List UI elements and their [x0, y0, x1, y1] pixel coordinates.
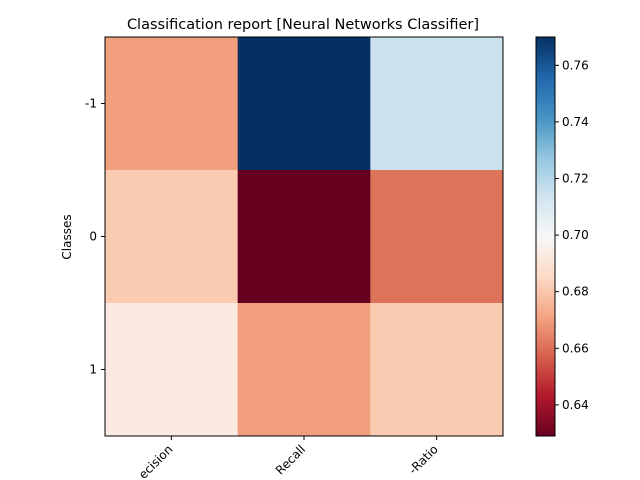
- heatmap-cell: [237, 303, 371, 437]
- colorbar-tick-label: 0.70: [562, 228, 589, 242]
- y-axis-ticks: -1 0 1: [85, 97, 105, 377]
- colorbar-tick-label: 0.74: [562, 115, 589, 129]
- y-axis-label: Classes: [60, 214, 74, 259]
- x-tick-label: -Ratio: [406, 442, 441, 477]
- x-tick-label: ecision: [136, 442, 175, 480]
- heatmap-cell: [370, 170, 504, 304]
- y-tick-label: 1: [89, 363, 97, 377]
- y-tick-label: -1: [85, 97, 97, 111]
- colorbar: [535, 36, 556, 437]
- heatmap-cell: [237, 170, 371, 304]
- colorbar-tick-label: 0.76: [562, 58, 589, 72]
- chart-title: Classification report [Neural Networks C…: [127, 17, 479, 33]
- colorbar-tick-label: 0.72: [562, 171, 589, 185]
- x-tick-label: Recall: [273, 442, 308, 477]
- colorbar-tick-label: 0.68: [562, 285, 589, 299]
- colorbar-tick-label: 0.64: [562, 398, 589, 412]
- x-axis-ticks: ecision Recall -Ratio: [136, 436, 441, 480]
- heatmap-cell: [370, 37, 504, 171]
- heatmap-cells: [105, 37, 504, 437]
- heatmap-cell: [370, 303, 504, 437]
- heatmap-cell: [105, 303, 239, 437]
- colorbar-ticks: 0.64 0.66 0.68 0.70 0.72 0.74 0.76: [555, 58, 589, 412]
- heatmap-cell: [105, 170, 239, 304]
- heatmap-cell: [105, 37, 239, 171]
- colorbar-tick-label: 0.66: [562, 341, 589, 355]
- heatmap-cell: [237, 37, 371, 171]
- y-tick-label: 0: [89, 230, 97, 244]
